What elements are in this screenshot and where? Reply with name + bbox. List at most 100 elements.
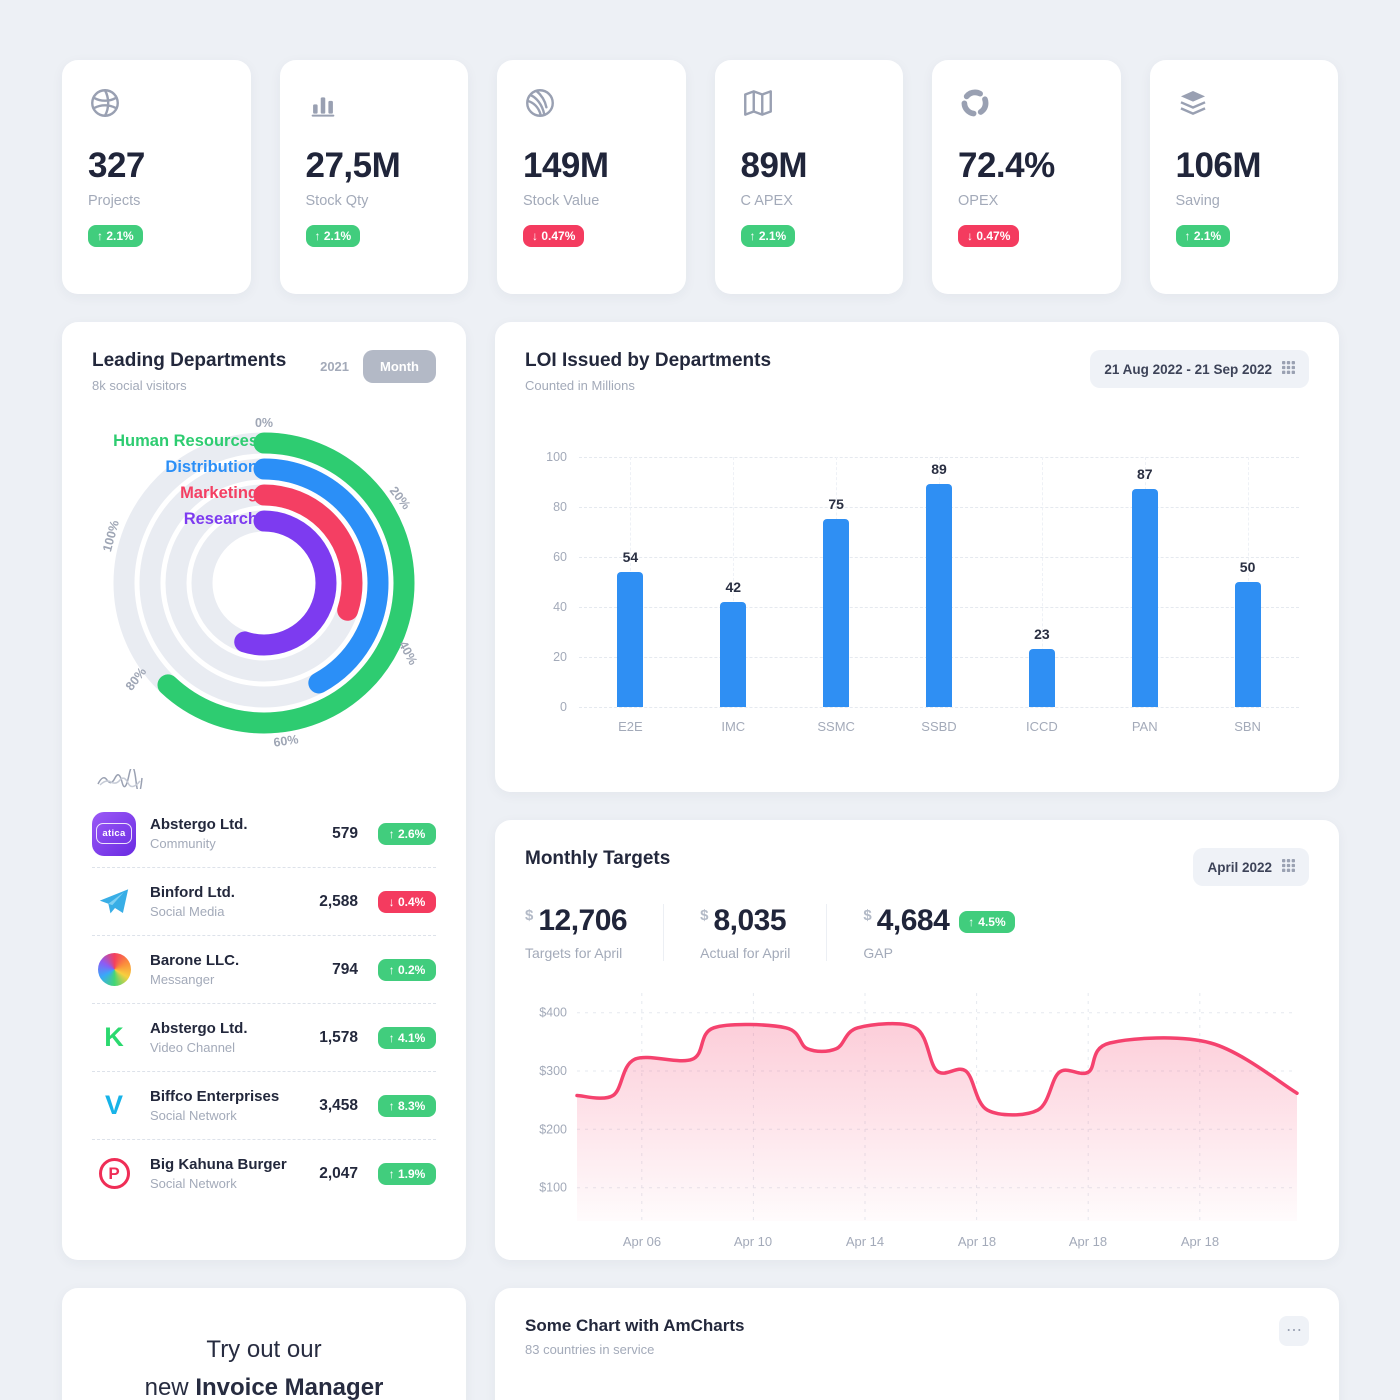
- x-axis-label: Apr 18: [957, 1234, 997, 1249]
- panel-subtitle: 83 countries in service: [525, 1342, 655, 1357]
- bar: [617, 572, 644, 707]
- currency-symbol: $: [700, 907, 709, 924]
- panel-title: LOI Issued by Departments: [525, 350, 772, 371]
- calendar-grid-icon: [1282, 859, 1295, 875]
- x-axis-label: Apr 18: [1068, 1234, 1108, 1249]
- account-row[interactable]: V Biffco Enterprises Social Network 3,45…: [92, 1071, 436, 1139]
- ellipsis-icon[interactable]: ⋯: [1279, 1316, 1309, 1346]
- stat-label: Projects: [88, 193, 141, 209]
- month-select-label: April 2022: [1207, 859, 1272, 875]
- bar-column[interactable]: 42: [682, 457, 785, 707]
- x-axis-label: E2E: [618, 719, 643, 734]
- targets-stat: $ 12,706 Targets for April: [525, 904, 665, 961]
- panel-title: Monthly Targets: [525, 848, 671, 869]
- bar-column[interactable]: 75: [785, 457, 888, 707]
- account-channel: Community: [150, 836, 216, 851]
- currency-symbol: $: [863, 907, 872, 924]
- svg-text:$300: $300: [539, 1064, 567, 1078]
- currency-symbol: $: [525, 907, 534, 924]
- account-channel: Social Media: [150, 904, 225, 919]
- svg-text:$400: $400: [539, 1006, 567, 1020]
- panel-subtitle: 8k social visitors: [92, 378, 187, 393]
- amcharts-panel: Some Chart with AmCharts 83 countries in…: [495, 1288, 1339, 1400]
- bar-column[interactable]: 23: [990, 457, 1093, 707]
- gap-stat: $ 4,684 ↑ 4.5% GAP: [863, 904, 1050, 961]
- account-channel: Social Network: [150, 1108, 237, 1123]
- bar: [1234, 582, 1261, 707]
- x-axis-label: ICCD: [1025, 719, 1058, 734]
- account-channel: Messanger: [150, 972, 215, 987]
- bar-column[interactable]: 54: [579, 457, 682, 707]
- stat-value: 8,035: [713, 904, 787, 937]
- account-row[interactable]: P Big Kahuna Burger Social Network 2,047…: [92, 1139, 436, 1207]
- x-axis-label: SBN: [1234, 719, 1261, 734]
- stat-label: GAP: [863, 945, 893, 961]
- stat-label: Stock Value: [523, 193, 600, 209]
- account-company: Binford Ltd.: [150, 884, 235, 901]
- date-range-button[interactable]: 21 Aug 2022 - 21 Sep 2022: [1090, 350, 1309, 388]
- stat-label: C APEX: [740, 193, 793, 209]
- bar-column[interactable]: 89: [888, 457, 991, 707]
- account-value: 1,578: [319, 1028, 358, 1046]
- telegram-icon: [92, 880, 136, 924]
- y-axis-tick: 40: [553, 600, 567, 614]
- account-value: 2,588: [319, 892, 358, 910]
- atica-logo-icon: atica: [92, 811, 136, 856]
- x-axis-label: Apr 18: [1180, 1234, 1220, 1249]
- x-axis-label: PAN: [1131, 719, 1158, 734]
- account-row[interactable]: atica Abstergo Ltd. Community 579 ↑ 2.6%: [92, 800, 436, 867]
- x-axis-label: Apr 14: [845, 1234, 885, 1249]
- x-axis-label: Apr 10: [733, 1234, 773, 1249]
- stat-value: 72.4%: [958, 146, 1055, 185]
- radial-chart: Human Resources Distribution Marketing Rese…: [94, 413, 434, 753]
- bar-column[interactable]: 87: [1093, 457, 1196, 707]
- loi-x-labels: E2E IMC SSMC SSBD ICCD PAN SBN: [579, 719, 1299, 734]
- loi-bar-chart: 100 80 60 40 20 0 54 42 75 89 23 87 50: [546, 450, 1299, 714]
- radial-series-label: Marketing: [180, 484, 258, 502]
- account-change-badge: ↑ 2.6%: [378, 822, 436, 845]
- bar-chart-icon: [306, 86, 340, 124]
- map-icon: [741, 86, 775, 124]
- stat-change-badge: ↓ 0.47%: [523, 225, 585, 247]
- account-company: Abstergo Ltd.: [150, 1020, 248, 1037]
- y-axis-tick: 0: [560, 700, 567, 714]
- bar-value-label: 54: [622, 549, 639, 565]
- svg-text:$100: $100: [539, 1181, 567, 1195]
- account-row[interactable]: K Abstergo Ltd. Video Channel 1,578 ↑ 4.…: [92, 1003, 436, 1071]
- period-month-button[interactable]: Month: [363, 350, 436, 383]
- bar-value-label: 75: [828, 496, 844, 512]
- radial-series-label: Distribution: [165, 458, 258, 476]
- month-select-button[interactable]: April 2022: [1193, 848, 1309, 886]
- bar-value-label: 89: [931, 461, 947, 477]
- stat-value: 12,706: [538, 904, 628, 937]
- segmented-ring-icon: [958, 86, 992, 124]
- bar: [1028, 649, 1055, 707]
- targets-stats-row: $ 12,706 Targets for April $ 8,035 Actua…: [525, 904, 1309, 961]
- targets-area-chart: $400 $300 $200 $100 Apr 06 Apr 10 Apr 14 Apr 1…: [525, 975, 1309, 1254]
- loi-panel: LOI Issued by Departments Counted in Mil…: [495, 322, 1339, 792]
- promo-line-2: new Invoice Manager: [145, 1374, 384, 1400]
- gap-change-badge: ↑ 4.5%: [959, 911, 1015, 933]
- account-change-badge: ↓ 0.4%: [378, 890, 436, 913]
- account-company: Biffco Enterprises: [150, 1088, 280, 1105]
- radial-series-label: Research: [183, 510, 258, 528]
- account-value: 794: [332, 960, 358, 978]
- stat-card: 327 Projects ↑ 2.1%: [62, 60, 251, 294]
- stat-change-badge: ↑ 2.1%: [88, 225, 143, 247]
- kickstarter-icon: K: [104, 1022, 124, 1052]
- account-value: 3,458: [319, 1096, 358, 1114]
- radial-series-label: Human Resources: [113, 432, 258, 450]
- promo-line-1: Try out our: [206, 1336, 322, 1363]
- targets-x-labels: Apr 06 Apr 10 Apr 14 Apr 18 Apr 18 Apr 18: [525, 1234, 1309, 1254]
- account-row[interactable]: Binford Ltd. Social Media 2,588 ↓ 0.4%: [92, 867, 436, 935]
- invoice-promo-panel[interactable]: Try out our new Invoice Manager: [62, 1288, 466, 1400]
- account-row[interactable]: Barone LLC. Messanger 794 ↑ 0.2%: [92, 935, 436, 1003]
- stat-value: 4,684: [876, 904, 950, 937]
- gap-change-value: 4.5%: [978, 915, 1006, 929]
- x-axis-label: Apr 06: [622, 1234, 662, 1249]
- bar: [1131, 489, 1158, 707]
- stat-label: Saving: [1175, 193, 1220, 209]
- leading-departments-panel: Leading Departments 8k social visitors 2…: [62, 322, 466, 1260]
- yarn-ball-icon: [523, 86, 557, 124]
- bar-column[interactable]: 50: [1196, 457, 1299, 707]
